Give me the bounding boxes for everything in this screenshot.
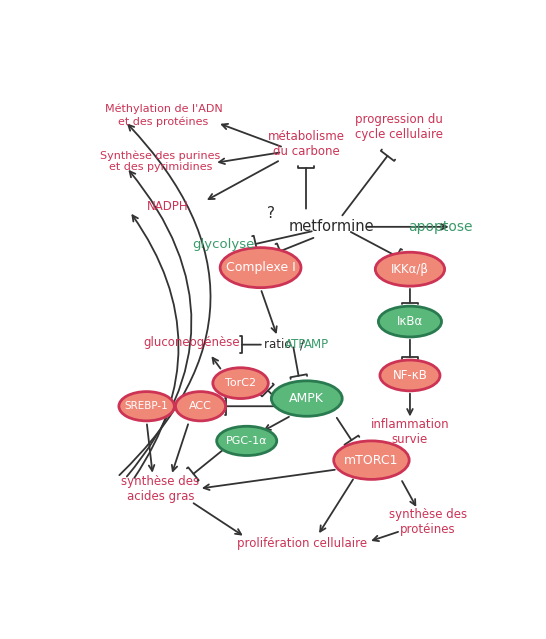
FancyArrowPatch shape: [265, 417, 289, 430]
Text: IKKα/β: IKKα/β: [391, 263, 429, 275]
Text: inflammation
survie: inflammation survie: [371, 419, 449, 447]
FancyArrowPatch shape: [290, 348, 307, 379]
Text: glycolyse: glycolyse: [192, 238, 255, 251]
FancyArrowPatch shape: [172, 424, 188, 471]
Text: progression du
cycle cellulaire: progression du cycle cellulaire: [355, 112, 443, 141]
Text: TorC2: TorC2: [225, 378, 256, 388]
FancyArrowPatch shape: [127, 171, 192, 477]
FancyArrowPatch shape: [120, 125, 211, 475]
Text: apoptose: apoptose: [408, 220, 473, 234]
Text: SREBP-1: SREBP-1: [124, 401, 169, 412]
Ellipse shape: [380, 360, 440, 391]
Ellipse shape: [217, 426, 277, 456]
FancyArrowPatch shape: [262, 291, 277, 332]
Text: Synthèse des purines
et des pyrimidines: Synthèse des purines et des pyrimidines: [100, 150, 221, 173]
FancyArrowPatch shape: [194, 504, 241, 534]
FancyArrowPatch shape: [373, 532, 398, 541]
Text: IκBα: IκBα: [397, 315, 423, 328]
FancyArrowPatch shape: [407, 394, 413, 415]
Text: PGC-1α: PGC-1α: [226, 436, 268, 446]
Text: métabolisme
du carbone: métabolisme du carbone: [268, 130, 345, 158]
FancyArrowPatch shape: [402, 289, 418, 304]
FancyArrowPatch shape: [402, 340, 418, 359]
FancyArrowPatch shape: [212, 358, 221, 369]
Text: mTORC1: mTORC1: [344, 454, 399, 466]
Text: metformine: metformine: [289, 219, 374, 235]
Text: Complexe I: Complexe I: [225, 261, 295, 274]
FancyArrowPatch shape: [320, 479, 353, 532]
FancyArrowPatch shape: [133, 215, 179, 478]
FancyArrowPatch shape: [342, 150, 395, 215]
FancyArrowPatch shape: [240, 336, 261, 353]
Text: prolifération cellulaire: prolifération cellulaire: [237, 537, 367, 550]
FancyArrowPatch shape: [252, 231, 312, 252]
FancyArrowPatch shape: [219, 153, 280, 164]
Text: ACC: ACC: [189, 401, 212, 412]
FancyArrowPatch shape: [187, 448, 225, 481]
Text: AMP: AMP: [304, 338, 329, 351]
Text: /: /: [300, 338, 304, 351]
FancyArrowPatch shape: [275, 238, 313, 259]
Ellipse shape: [375, 252, 444, 286]
FancyArrowPatch shape: [298, 166, 314, 209]
Ellipse shape: [271, 381, 342, 416]
Text: synthèse des
protéines: synthèse des protéines: [389, 508, 467, 535]
FancyArrowPatch shape: [337, 418, 359, 446]
Text: synthèse des
acides gras: synthèse des acides gras: [121, 475, 199, 503]
Text: ATP: ATP: [285, 338, 307, 351]
Text: ratio: ratio: [264, 338, 295, 351]
Ellipse shape: [378, 306, 442, 337]
FancyArrowPatch shape: [222, 124, 281, 146]
FancyArrowPatch shape: [366, 224, 447, 229]
Ellipse shape: [213, 367, 268, 399]
FancyArrowPatch shape: [225, 398, 276, 415]
FancyArrowPatch shape: [261, 383, 274, 397]
FancyArrowPatch shape: [209, 161, 278, 199]
Text: ?: ?: [268, 206, 275, 221]
Text: AMPK: AMPK: [289, 392, 324, 405]
Ellipse shape: [119, 392, 174, 421]
Text: Méthylation de l'ADN
et des protéines: Méthylation de l'ADN et des protéines: [105, 104, 222, 127]
FancyArrowPatch shape: [351, 232, 402, 265]
Text: gluconeogénèse: gluconeogénèse: [143, 336, 240, 349]
FancyArrowPatch shape: [147, 424, 155, 471]
Ellipse shape: [220, 248, 301, 288]
Text: NF-κB: NF-κB: [393, 369, 428, 382]
FancyArrowPatch shape: [204, 470, 335, 490]
Text: NADPH: NADPH: [147, 199, 189, 213]
FancyArrowPatch shape: [402, 481, 416, 505]
Ellipse shape: [175, 392, 225, 421]
Ellipse shape: [334, 441, 409, 479]
